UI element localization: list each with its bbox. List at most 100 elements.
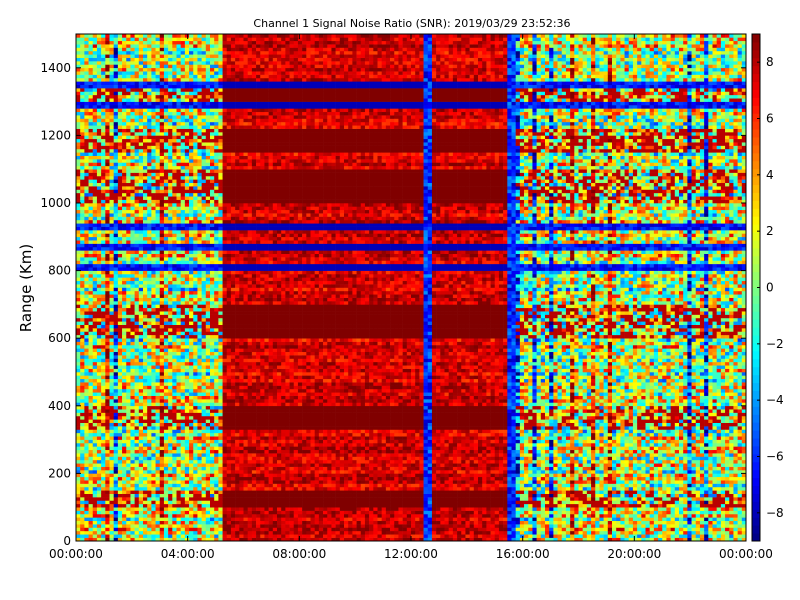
heatmap-cell	[156, 436, 160, 440]
heatmap-cell	[118, 497, 122, 501]
heatmap-cell	[143, 311, 147, 315]
heatmap-cell	[160, 436, 164, 440]
heatmap-cell	[185, 189, 189, 193]
heatmap-cell	[172, 500, 176, 504]
heatmap-cell	[181, 348, 185, 352]
heatmap-cell	[197, 288, 201, 292]
heatmap-cell	[185, 484, 189, 488]
heatmap-cell	[114, 122, 118, 126]
heatmap-cell	[172, 196, 176, 200]
heatmap-cell	[105, 304, 109, 308]
heatmap-cell	[135, 342, 139, 346]
heatmap-cell	[139, 342, 143, 346]
heatmap-cell	[156, 294, 160, 298]
heatmap-cell	[97, 125, 101, 129]
heatmap-cell	[84, 142, 88, 146]
heatmap-cell	[143, 281, 147, 285]
heatmap-cell	[181, 233, 185, 237]
heatmap-cell	[168, 484, 172, 488]
heatmap-cell	[197, 95, 201, 99]
heatmap-cell	[143, 392, 147, 396]
heatmap-cell	[93, 250, 97, 254]
heatmap-cell	[214, 511, 218, 515]
heatmap-cell	[172, 132, 176, 136]
heatmap-cell	[197, 389, 201, 393]
heatmap-cell	[151, 527, 155, 531]
heatmap-cell	[101, 183, 105, 187]
heatmap-cell	[118, 433, 122, 437]
heatmap-cell	[177, 267, 181, 271]
heatmap-cell	[114, 406, 118, 410]
heatmap-cell	[118, 156, 122, 160]
heatmap-cell	[122, 507, 126, 511]
heatmap-cell	[118, 34, 122, 38]
heatmap-cell	[114, 146, 118, 150]
heatmap-cell	[143, 480, 147, 484]
heatmap-cell	[130, 146, 134, 150]
heatmap-cell	[164, 304, 168, 308]
heatmap-cell	[214, 379, 218, 383]
heatmap-cell	[156, 304, 160, 308]
heatmap-cell	[172, 267, 176, 271]
heatmap-cell	[114, 179, 118, 183]
heatmap-cell	[164, 271, 168, 275]
heatmap-cell	[181, 386, 185, 390]
heatmap-cell	[156, 156, 160, 160]
heatmap-cell	[185, 308, 189, 312]
heatmap-cell	[118, 524, 122, 528]
heatmap-cell	[160, 534, 164, 538]
heatmap-cell	[168, 44, 172, 48]
heatmap-cell	[80, 386, 84, 390]
heatmap-cell	[89, 396, 93, 400]
heatmap-cell	[168, 135, 172, 139]
heatmap-cell	[160, 338, 164, 342]
heatmap-cell	[118, 460, 122, 464]
heatmap-cell	[139, 325, 143, 329]
heatmap-cell	[143, 85, 147, 89]
heatmap-cell	[193, 416, 197, 420]
heatmap-cell	[143, 470, 147, 474]
heatmap-cell	[210, 223, 214, 227]
heatmap-cell	[210, 301, 214, 305]
heatmap-cell	[206, 54, 210, 58]
heatmap-cell	[193, 284, 197, 288]
heatmap-cell	[177, 531, 181, 535]
heatmap-cell	[118, 429, 122, 433]
heatmap-cell	[105, 58, 109, 62]
heatmap-cell	[177, 470, 181, 474]
heatmap-cell	[89, 514, 93, 518]
heatmap-cell	[202, 402, 206, 406]
heatmap-cell	[185, 460, 189, 464]
heatmap-cell	[122, 257, 126, 261]
heatmap-cell	[151, 308, 155, 312]
heatmap-cell	[135, 534, 139, 538]
heatmap-cell	[139, 362, 143, 366]
heatmap-cell	[126, 514, 130, 518]
heatmap-cell	[80, 504, 84, 508]
heatmap-cell	[210, 193, 214, 197]
heatmap-cell	[89, 450, 93, 454]
heatmap-cell	[197, 429, 201, 433]
heatmap-cell	[80, 48, 84, 52]
heatmap-cell	[197, 169, 201, 173]
heatmap-cell	[185, 264, 189, 268]
heatmap-cell	[118, 61, 122, 65]
heatmap-cell	[202, 108, 206, 112]
heatmap-cell	[189, 423, 193, 427]
heatmap-cell	[118, 294, 122, 298]
heatmap-cell	[84, 500, 88, 504]
heatmap-cell	[172, 375, 176, 379]
heatmap-cell	[202, 521, 206, 525]
heatmap-cell	[214, 514, 218, 518]
heatmap-cell	[105, 186, 109, 190]
heatmap-cell	[151, 227, 155, 231]
heatmap-cell	[139, 460, 143, 464]
heatmap-cell	[185, 146, 189, 150]
heatmap-cell	[139, 75, 143, 79]
heatmap-cell	[143, 78, 147, 82]
heatmap-cell	[156, 95, 160, 99]
heatmap-cell	[122, 203, 126, 207]
heatmap-cell	[89, 102, 93, 106]
heatmap-cell	[156, 196, 160, 200]
heatmap-cell	[214, 392, 218, 396]
